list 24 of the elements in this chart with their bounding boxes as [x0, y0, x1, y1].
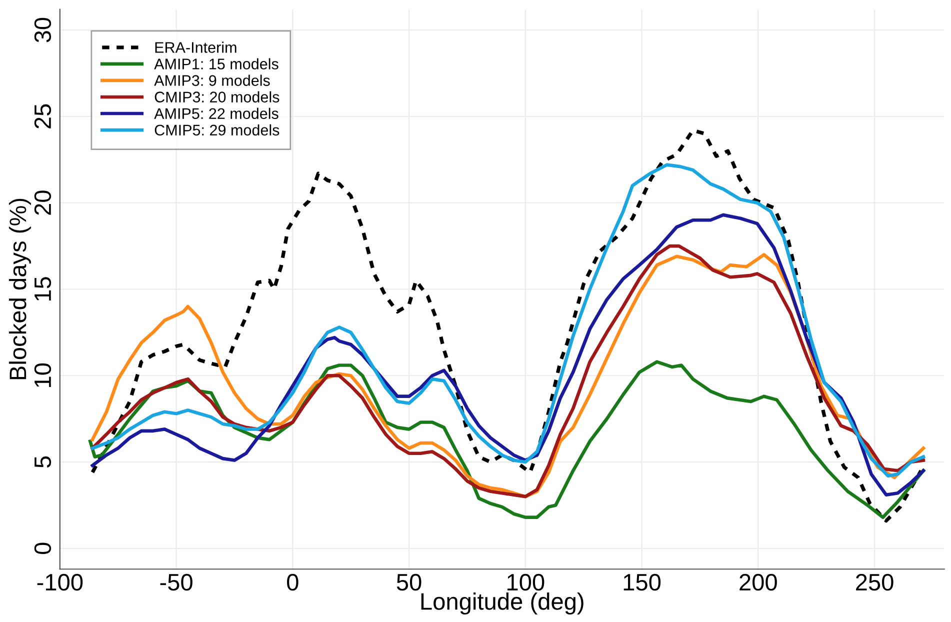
x-tick-label: -100 [37, 574, 83, 591]
legend-label: CMIP5: 29 models [154, 124, 280, 136]
y-tick-label: 5 [34, 456, 52, 468]
legend-label: AMIP1: 15 models [154, 58, 278, 70]
legend-label: ERA-Interim [155, 42, 236, 53]
line-series [90, 163, 926, 478]
legend-label: AMIP5: 22 models [154, 108, 278, 120]
y-tick-label: 20 [34, 190, 52, 215]
y-axis-title: Blocked days (%) [8, 198, 31, 380]
y-tick-label: 15 [34, 277, 52, 301]
y-tick-label: 30 [34, 18, 52, 42]
x-tick-label: 150 [624, 574, 661, 591]
x-tick-label: 250 [856, 574, 894, 591]
x-axis-title: Longitude (deg) [421, 592, 584, 615]
x-tick-label: 50 [396, 574, 422, 591]
legend-label: CMIP3: 20 models [154, 91, 280, 102]
y-tick-label: 0 [34, 542, 52, 554]
x-tick-label: -50 [160, 574, 192, 591]
y-tick-label: 10 [34, 363, 52, 387]
x-tick-label: 200 [740, 574, 777, 591]
legend-label: AMIP3: 9 models [154, 74, 270, 86]
x-tick-label: 100 [508, 574, 544, 591]
y-tick-label: 25 [34, 104, 52, 128]
x-tick-label: 0 [287, 574, 298, 591]
